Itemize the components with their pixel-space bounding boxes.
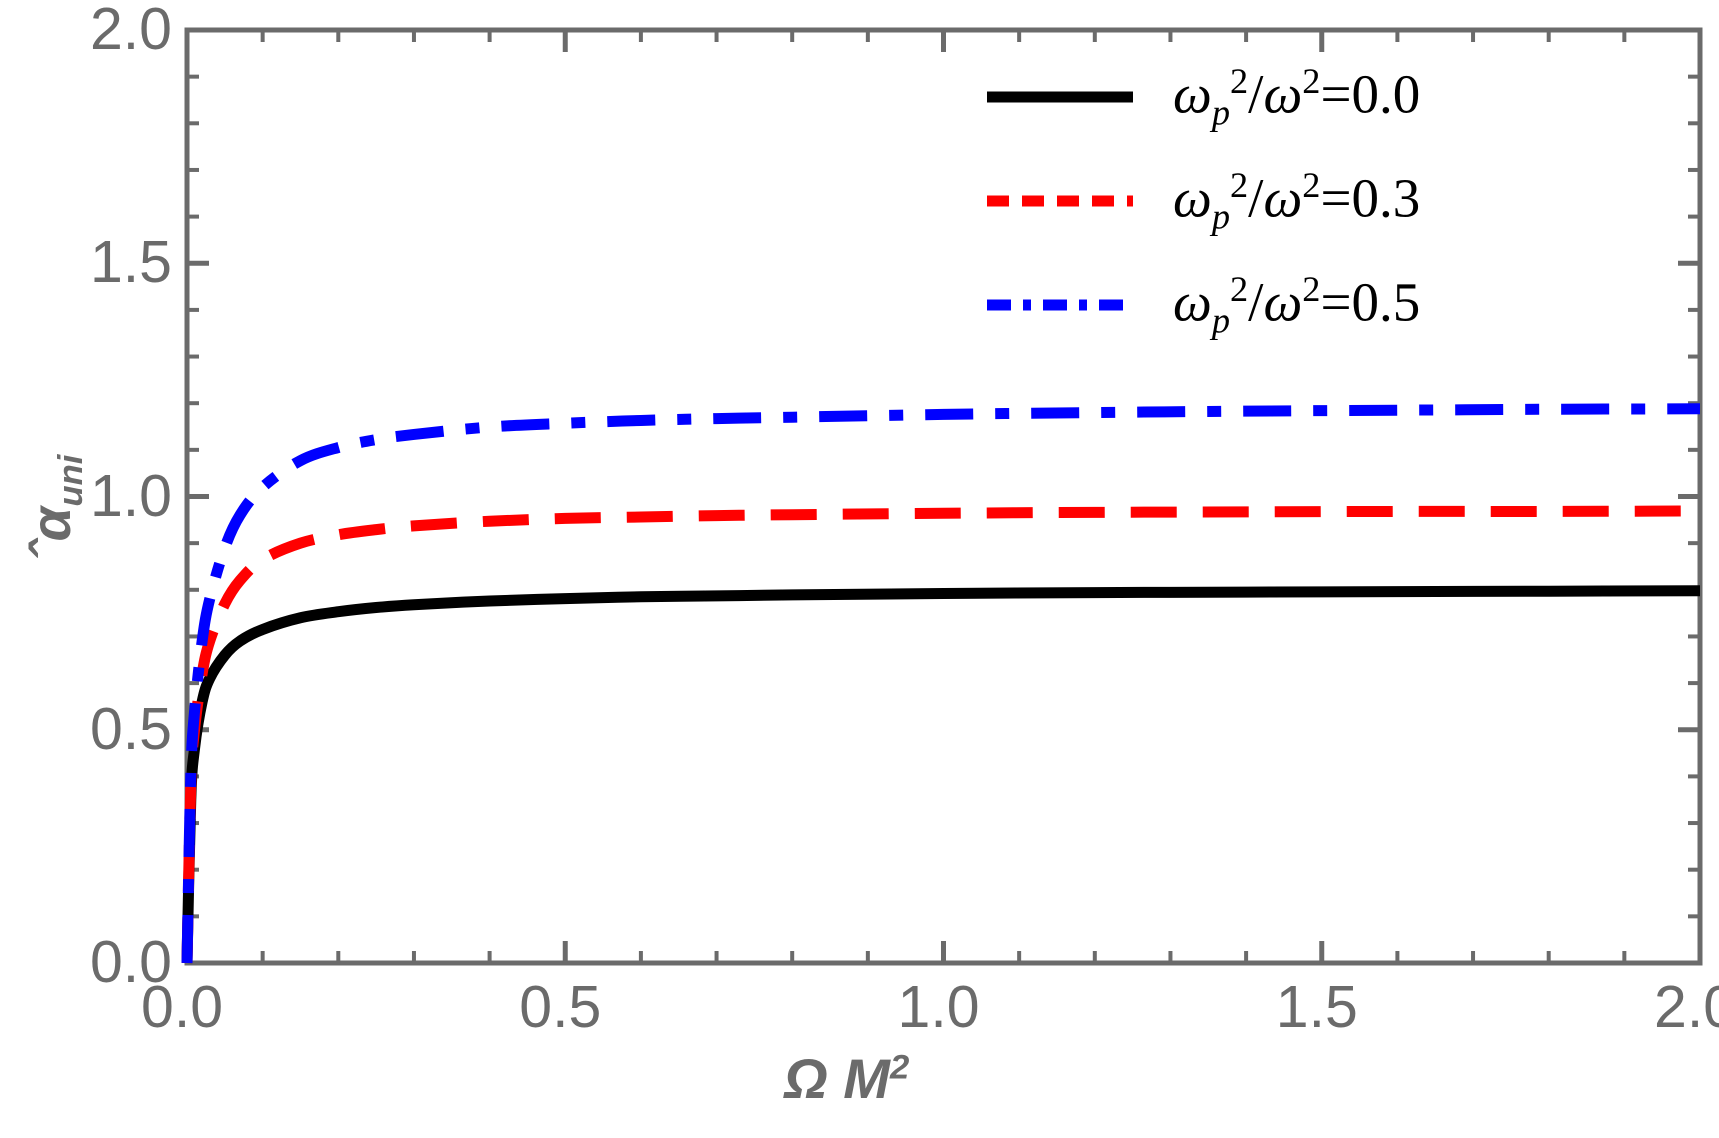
title-space xyxy=(828,1047,844,1110)
x-tick-label: 0.0 xyxy=(141,974,224,1040)
legend: ωp2/ω2=0.0 ωp2/ω2=0.3 ωp2/ω2=0.5 xyxy=(985,45,1645,357)
y-axis-title: ˆαuni xyxy=(18,455,91,560)
m-glyph: M xyxy=(843,1047,890,1110)
curve-series-2 xyxy=(181,403,1701,964)
y-tick-label: 0.5 xyxy=(89,695,172,762)
legend-exp2-1: 2 xyxy=(1302,165,1321,206)
y-tick-label: 2.0 xyxy=(89,0,172,62)
curve-series-0 xyxy=(181,585,1701,964)
y-axis-title-container: ˆαuni xyxy=(0,330,90,630)
legend-swatch-dashdot xyxy=(987,299,1133,311)
legend-label-2: ωp2/ω2=0.5 xyxy=(1173,271,1420,339)
legend-exp1-2: 2 xyxy=(1230,269,1249,310)
legend-omega-p-1: ω xyxy=(1173,167,1212,229)
legend-sub-p-0: p xyxy=(1211,92,1230,133)
legend-exp2-0: 2 xyxy=(1302,61,1321,102)
legend-exp2-2: 2 xyxy=(1302,269,1321,310)
alpha-hat-glyph: ˆα xyxy=(19,507,82,560)
x-axis-title: Ω M2 xyxy=(784,1046,909,1111)
m-exponent: 2 xyxy=(889,1048,910,1087)
omega-glyph: Ω xyxy=(784,1047,828,1110)
legend-slash-0: / xyxy=(1248,63,1264,125)
y-tick-label: 1.5 xyxy=(89,229,172,296)
legend-sub-p-1: p xyxy=(1211,196,1230,237)
legend-exp1-0: 2 xyxy=(1230,61,1249,102)
legend-value-2: =0.5 xyxy=(1320,271,1421,333)
x-tick-label: 1.5 xyxy=(1275,974,1358,1040)
legend-label-0: ωp2/ω2=0.0 xyxy=(1173,63,1420,131)
legend-value-0: =0.0 xyxy=(1320,63,1421,125)
y-tick-label: 1.0 xyxy=(89,462,172,529)
x-tick-label: 0.5 xyxy=(519,974,602,1040)
legend-slash-1: / xyxy=(1248,167,1264,229)
legend-exp1-1: 2 xyxy=(1230,165,1249,206)
legend-item: ωp2/ω2=0.0 xyxy=(985,45,1645,149)
legend-omega-2: ω xyxy=(1263,271,1303,333)
y-axis-subscript: uni xyxy=(52,454,91,507)
y-tick-label: 0.0 xyxy=(89,929,172,995)
alpha-glyph: α xyxy=(19,506,82,542)
legend-item: ωp2/ω2=0.3 xyxy=(985,149,1645,253)
alpha-hat-accent: ˆ xyxy=(19,541,82,560)
x-tick-label: 2.0 xyxy=(1654,974,1719,1040)
legend-value-1: =0.3 xyxy=(1320,167,1421,229)
curve-series-1 xyxy=(181,505,1701,964)
legend-swatch-solid xyxy=(987,91,1133,103)
legend-swatch-dashed xyxy=(987,195,1133,207)
data-curves xyxy=(181,403,1701,964)
legend-omega-p-2: ω xyxy=(1173,271,1212,333)
legend-omega-1: ω xyxy=(1263,167,1303,229)
legend-omega-p-0: ω xyxy=(1173,63,1212,125)
legend-item: ωp2/ω2=0.5 xyxy=(985,253,1645,357)
legend-omega-0: ω xyxy=(1263,63,1303,125)
legend-sub-p-2: p xyxy=(1211,300,1230,341)
legend-slash-2: / xyxy=(1248,271,1264,333)
x-tick-label: 1.0 xyxy=(897,974,980,1040)
legend-label-1: ωp2/ω2=0.3 xyxy=(1173,167,1420,235)
